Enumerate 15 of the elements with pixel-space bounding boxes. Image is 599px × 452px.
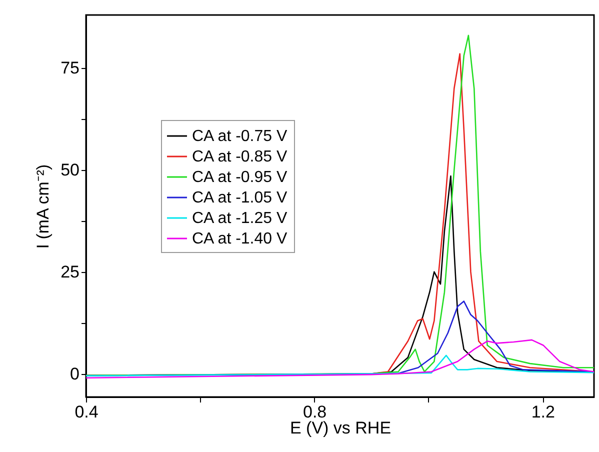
- legend-label: CA at -1.25 V: [192, 210, 288, 227]
- y-tick-label: 75: [60, 58, 80, 78]
- y-tick-label: 50: [60, 160, 80, 180]
- x-tick-label: 1.2: [531, 402, 555, 422]
- legend-label: CA at -0.95 V: [192, 169, 288, 186]
- x-axis-title: E (V) vs RHE: [290, 418, 392, 438]
- legend-label: CA at -1.40 V: [192, 230, 288, 248]
- x-tick-label: 0.8: [302, 402, 327, 422]
- y-tick-label: 25: [60, 262, 80, 282]
- y-axis-title: I (mA cm⁻²): [34, 164, 53, 249]
- legend-label: CA at -0.75 V: [192, 128, 288, 145]
- legend-label: CA at -1.05 V: [192, 190, 288, 206]
- y-tick-label: 0: [70, 364, 80, 384]
- x-tick-label: 0.4: [74, 402, 98, 422]
- legend-label: CA at -0.85 V: [192, 148, 288, 166]
